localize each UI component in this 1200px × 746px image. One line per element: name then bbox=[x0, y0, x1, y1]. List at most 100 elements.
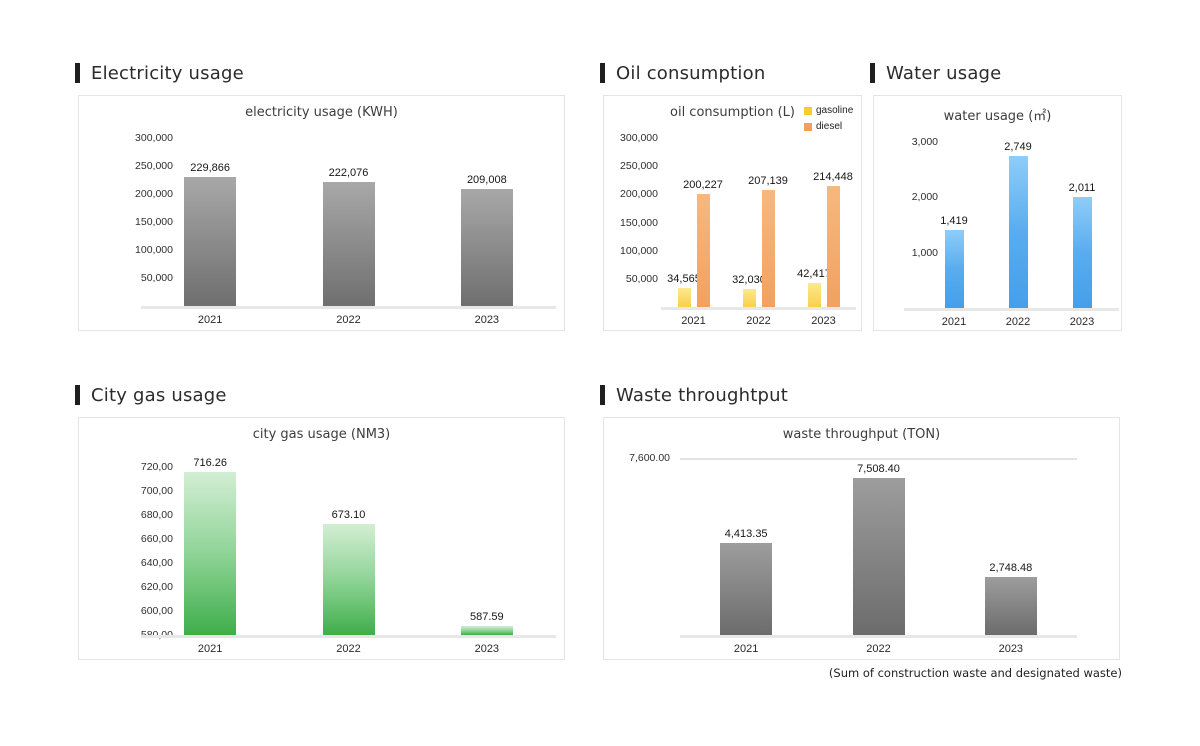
waste-footnote: (Sum of construction waste and designate… bbox=[828, 666, 1122, 680]
gasoline-value-label-2022: 32,030 bbox=[732, 273, 766, 286]
electricity-value-label-2021: 229,866 bbox=[190, 162, 231, 175]
electricity-usage-chart: electricity usage (KWH) 50,000 100,000 150,… bbox=[78, 95, 565, 331]
chart-title: water usage (㎡) bbox=[943, 109, 1052, 124]
chart-title: oil consumption (L) bbox=[670, 105, 795, 120]
section-title-citygas: City gas usage bbox=[91, 384, 227, 406]
diesel-value-label-2022: 207,139 bbox=[748, 175, 788, 188]
y-tick-label: 640,00 bbox=[140, 557, 173, 570]
y-tick-label: 680,00 bbox=[140, 509, 173, 522]
electricity-value-label-2023: 209,008 bbox=[466, 173, 507, 186]
top-gridline-label: 7,600.00 bbox=[629, 452, 670, 464]
water-value-label-2023: 2,011 bbox=[1068, 181, 1096, 194]
citygas-bar-2022 bbox=[322, 523, 375, 635]
legend-label: gasoline bbox=[816, 105, 854, 116]
y-tick-label: 2,000 bbox=[911, 191, 938, 204]
water-bar-2022 bbox=[1008, 155, 1028, 308]
water-bar-2021 bbox=[944, 229, 964, 308]
diesel-value-label-2021: 200,227 bbox=[683, 179, 723, 192]
x-category-label-2021: 2021 bbox=[197, 643, 223, 655]
header-accent-bar bbox=[600, 385, 605, 405]
electricity-bar-2023 bbox=[460, 188, 513, 306]
legend-item-diesel: diesel bbox=[804, 119, 853, 135]
water-value-label-2021: 1,419 bbox=[940, 214, 968, 227]
oil-consumption-chart: oil consumption (L) 50,000 100,000 150,000 2… bbox=[603, 95, 862, 331]
city-gas-usage-chart: city gas usage (NM3)580,00600,00620,0064… bbox=[78, 417, 565, 660]
x-category-label-2023: 2023 bbox=[1069, 316, 1095, 328]
y-tick-label: 300,000 bbox=[135, 132, 173, 144]
y-tick-label: 620,00 bbox=[140, 581, 173, 594]
waste-bar-2023 bbox=[984, 577, 1037, 635]
y-tick-label: 50,000 bbox=[140, 272, 173, 284]
x-category-label-2023: 2023 bbox=[998, 643, 1024, 655]
section-header-water: Water usage bbox=[870, 60, 1001, 86]
y-tick-label: 100,000 bbox=[135, 244, 173, 256]
diesel-bar-2021 bbox=[696, 194, 710, 307]
y-tick-label: 600,00 bbox=[140, 605, 173, 618]
y-tick-label: 50,000 bbox=[625, 272, 658, 285]
section-header-waste: Waste throughtput bbox=[600, 382, 788, 408]
x-category-label-2023: 2023 bbox=[474, 314, 500, 326]
citygas-value-label-2023: 587.59 bbox=[470, 610, 504, 623]
x-axis-line bbox=[141, 635, 556, 638]
water-usage-chart: water usage (㎡) 1,000 2,000 3,000 1,419 2021 2… bbox=[873, 95, 1122, 331]
section-title-water: Water usage bbox=[886, 62, 1002, 84]
waste-value-label-2022: 7,508.40 bbox=[857, 462, 900, 475]
x-axis-line bbox=[904, 308, 1119, 311]
waste-value-label-2023: 2,748.48 bbox=[989, 562, 1033, 575]
section-title-electricity: Electricity usage bbox=[91, 62, 244, 84]
y-tick-label: 200,000 bbox=[135, 188, 173, 200]
y-tick-label: 150,000 bbox=[135, 216, 173, 228]
header-accent-bar bbox=[870, 63, 875, 83]
diesel-legend-swatch bbox=[804, 123, 812, 131]
x-category-label-2022: 2022 bbox=[336, 643, 361, 655]
water-value-label-2022: 2,749 bbox=[1004, 140, 1032, 153]
chart-title: electricity usage (KWH) bbox=[245, 105, 398, 120]
top-gridline bbox=[680, 458, 1077, 460]
x-category-label-2023: 2023 bbox=[811, 315, 836, 327]
section-title-waste: Waste throughtput bbox=[616, 384, 788, 406]
electricity-bar-2022 bbox=[322, 181, 375, 306]
electricity-value-label-2022: 222,076 bbox=[328, 166, 369, 179]
electricity-bar-2021 bbox=[184, 177, 237, 306]
x-category-label-2021: 2021 bbox=[733, 643, 759, 655]
waste-value-label-2021: 4,413.35 bbox=[724, 527, 768, 540]
gasoline-bar-2023 bbox=[807, 283, 821, 307]
x-category-label-2021: 2021 bbox=[941, 316, 967, 328]
chart-legend: gasoline diesel bbox=[804, 103, 853, 135]
x-category-label-2022: 2022 bbox=[746, 315, 771, 327]
y-tick-label: 100,000 bbox=[620, 244, 658, 257]
x-category-label-2022: 2022 bbox=[1005, 316, 1031, 328]
y-tick-label: 300,000 bbox=[620, 132, 658, 145]
gasoline-value-label-2021: 34,565 bbox=[667, 272, 701, 285]
y-tick-label: 250,000 bbox=[135, 160, 173, 172]
y-tick-label: 700,00 bbox=[140, 485, 173, 498]
section-header-oil: Oil consumption bbox=[600, 60, 765, 86]
x-axis-line bbox=[141, 306, 556, 309]
diesel-bar-2023 bbox=[826, 186, 840, 307]
citygas-value-label-2022: 673.10 bbox=[331, 508, 366, 521]
water-bar-2023 bbox=[1072, 196, 1092, 308]
y-tick-label: 250,000 bbox=[620, 160, 658, 173]
section-title-oil: Oil consumption bbox=[616, 62, 766, 84]
gasoline-value-label-2023: 42,417 bbox=[797, 268, 831, 281]
header-accent-bar bbox=[600, 63, 605, 83]
diesel-value-label-2023: 214,448 bbox=[813, 171, 853, 184]
y-tick-label: 3,000 bbox=[911, 136, 938, 149]
citygas-value-label-2021: 716.26 bbox=[193, 456, 227, 469]
x-axis-line bbox=[661, 307, 856, 310]
diesel-bar-2022 bbox=[761, 190, 775, 307]
y-tick-label: 150,000 bbox=[620, 216, 658, 229]
x-category-label-2021: 2021 bbox=[681, 315, 706, 327]
y-tick-label: 660,00 bbox=[140, 533, 173, 546]
x-category-label-2022: 2022 bbox=[866, 643, 891, 655]
gasoline-bar-2021 bbox=[677, 287, 691, 307]
waste-bar-2022 bbox=[852, 477, 905, 635]
x-axis-line bbox=[680, 635, 1077, 638]
waste-bar-2021 bbox=[720, 542, 773, 635]
x-category-label-2023: 2023 bbox=[474, 643, 500, 655]
section-header-citygas: City gas usage bbox=[75, 382, 227, 408]
legend-item-gasoline: gasoline bbox=[804, 103, 853, 119]
chart-title: city gas usage (NM3) bbox=[252, 427, 391, 442]
chart-title: waste throughput (TON) bbox=[782, 427, 941, 442]
